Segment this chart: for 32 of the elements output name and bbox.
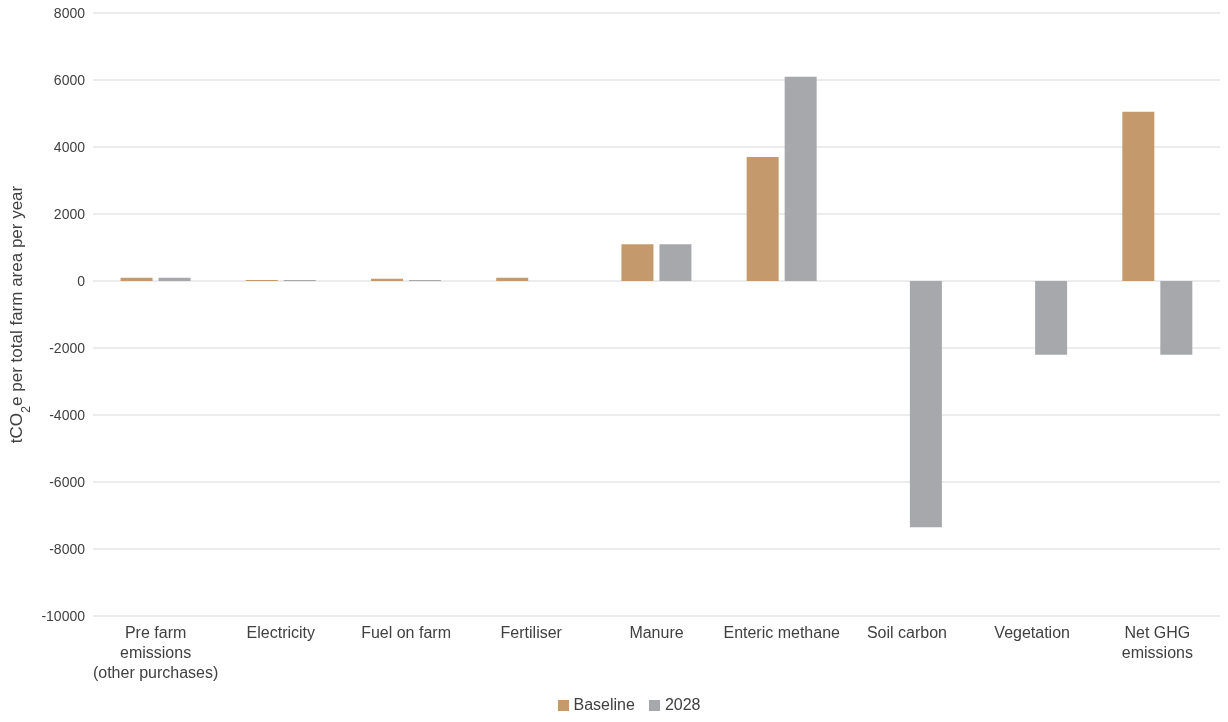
x-tick-label: Manure	[629, 624, 684, 641]
y-tick-label: -8000	[49, 540, 86, 557]
x-tick-label: Enteric methane	[723, 624, 841, 641]
legend-label: 2028	[664, 696, 701, 714]
bar	[1122, 111, 1155, 281]
x-tick-label: Electricity	[246, 624, 316, 641]
x-tick-label: Pre farm emissions (other purchases)	[92, 624, 219, 681]
y-tick-label: -2000	[49, 339, 86, 356]
x-tick-label: Soil carbon	[866, 624, 947, 641]
y-tick-label: 0	[77, 272, 86, 289]
bar	[659, 244, 692, 281]
y-tick-label: -4000	[49, 406, 86, 423]
bar	[621, 244, 654, 281]
y-tick-label: 2000	[53, 205, 86, 222]
bar	[1035, 281, 1068, 355]
legend-label: Baseline	[573, 696, 635, 714]
bar	[1160, 281, 1193, 355]
x-tick-label: Fuel on farm	[361, 624, 451, 641]
bar	[496, 277, 529, 281]
x-tick-label: Fertiliser	[500, 624, 563, 641]
bar	[746, 157, 779, 281]
x-tick-label: Vegetation	[994, 624, 1070, 641]
y-tick-label: -6000	[49, 473, 86, 490]
y-tick-label: 8000	[53, 4, 86, 21]
y-tick-label: -10000	[41, 607, 86, 624]
bar	[158, 277, 191, 281]
x-tick-label: Net GHG emissions	[1121, 624, 1193, 661]
y-tick-label: 4000	[53, 138, 86, 155]
y-tick-label: 6000	[53, 71, 86, 88]
bar	[120, 277, 153, 281]
bar	[784, 76, 817, 281]
bar	[909, 281, 942, 528]
